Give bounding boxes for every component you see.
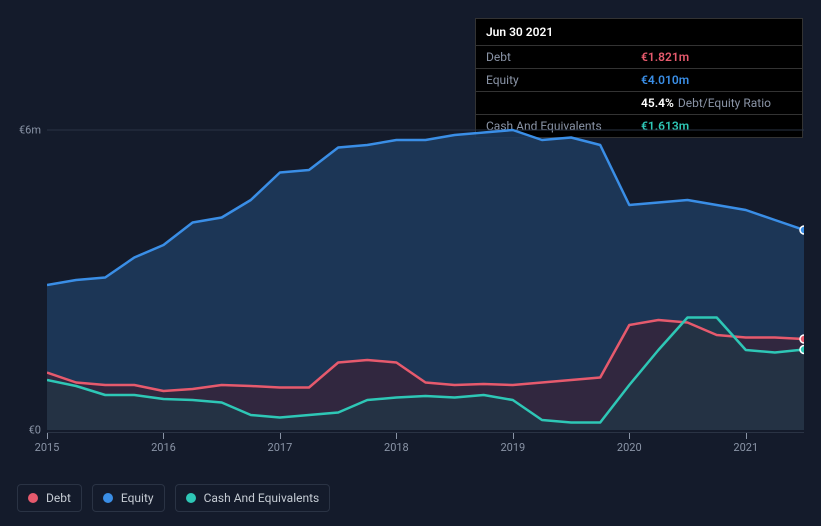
- tooltip-value: €4.010m: [641, 73, 689, 87]
- y-axis-labels: €0€6m: [17, 120, 47, 430]
- tooltip-row: Equity€4.010m: [476, 69, 802, 92]
- x-tick: [47, 433, 48, 439]
- y-tick-label: €6m: [19, 124, 41, 137]
- x-tick-label: 2017: [268, 441, 293, 454]
- x-tick-label: 2015: [35, 441, 60, 454]
- legend-item[interactable]: Cash And Equivalents: [175, 484, 331, 512]
- series-marker: [800, 226, 804, 234]
- legend-label: Equity: [121, 491, 154, 505]
- chart-plot[interactable]: [47, 120, 804, 430]
- legend-dot-icon: [186, 493, 196, 503]
- tooltip-suffix: Debt/Equity Ratio: [678, 96, 771, 110]
- tooltip-date: Jun 30 2021: [476, 19, 802, 46]
- x-tick: [163, 433, 164, 439]
- chart-area: €0€6m 2015201620172018201920202021: [17, 120, 804, 470]
- legend-dot-icon: [103, 493, 113, 503]
- x-tick-label: 2018: [384, 441, 409, 454]
- x-tick: [280, 433, 281, 439]
- legend: Debt Equity Cash And Equivalents: [17, 484, 330, 512]
- legend-dot-icon: [28, 493, 38, 503]
- x-axis: 2015201620172018201920202021: [47, 432, 804, 452]
- x-tick: [513, 433, 514, 439]
- tooltip-value: 45.4%Debt/Equity Ratio: [641, 96, 771, 110]
- tooltip-label: Equity: [486, 73, 641, 87]
- x-tick-label: 2016: [151, 441, 176, 454]
- tooltip-label: Debt: [486, 50, 641, 64]
- x-tick: [629, 433, 630, 439]
- legend-item[interactable]: Equity: [92, 484, 165, 512]
- y-tick-label: €0: [29, 424, 41, 437]
- x-tick: [396, 433, 397, 439]
- x-tick-label: 2019: [500, 441, 525, 454]
- x-tick-label: 2020: [617, 441, 642, 454]
- tooltip-label: [486, 96, 641, 110]
- tooltip-row: 45.4%Debt/Equity Ratio: [476, 92, 802, 115]
- x-tick: [746, 433, 747, 439]
- legend-label: Debt: [46, 491, 71, 505]
- x-tick-label: 2021: [733, 441, 758, 454]
- legend-label: Cash And Equivalents: [204, 491, 320, 505]
- series-marker: [800, 335, 804, 343]
- series-marker: [800, 346, 804, 354]
- tooltip-row: Debt€1.821m: [476, 46, 802, 69]
- tooltip-value: €1.821m: [641, 50, 689, 64]
- legend-item[interactable]: Debt: [17, 484, 82, 512]
